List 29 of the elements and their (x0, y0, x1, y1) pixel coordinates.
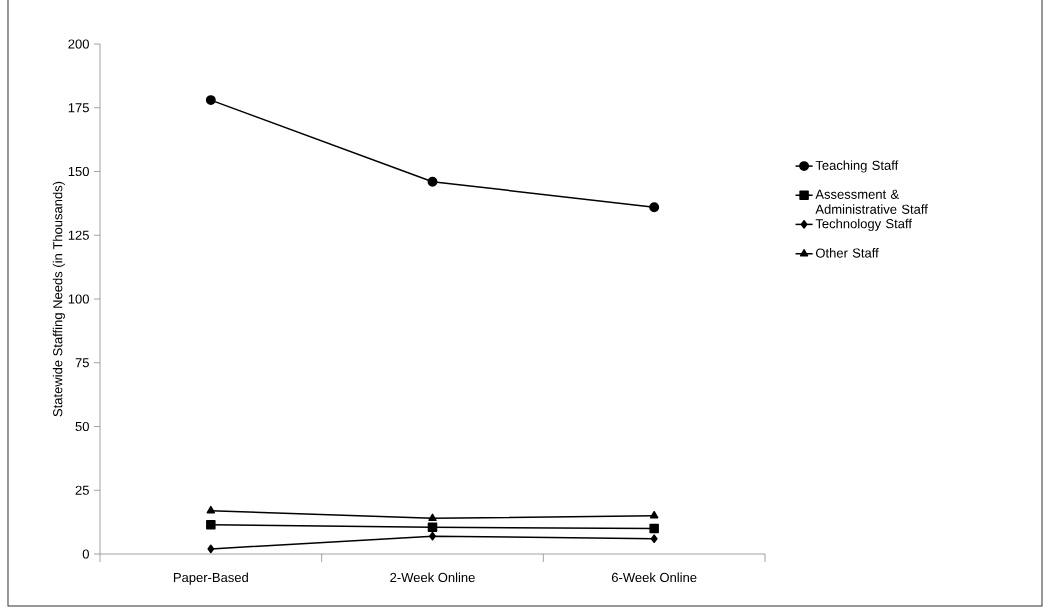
point (205, 95, 216, 106)
point (206, 505, 216, 514)
y-tick-label: 25 (75, 485, 89, 495)
point (649, 511, 659, 519)
y-tick-label: 50 (75, 421, 89, 432)
y-tick-label: 100 (68, 294, 89, 304)
point (429, 531, 436, 541)
y-tick-label: 175 (68, 103, 89, 113)
y-tick-label: 200 (68, 39, 89, 49)
y-tick-label: 75 (75, 358, 89, 368)
point (649, 202, 660, 213)
point (206, 519, 216, 530)
legend-label: Technology Staff (815, 218, 912, 231)
legend-label: Other Staff (815, 248, 879, 258)
point (649, 523, 659, 534)
x-tick-label: Paper-Based (173, 572, 248, 585)
y-tick-label: 125 (68, 230, 89, 240)
point (428, 513, 437, 522)
legend-label: Assessment & Administrative Staff (815, 189, 928, 214)
point (207, 544, 215, 554)
y-axis-title: Statewide Staffing Needs (in Thousands) (52, 181, 65, 417)
point (427, 522, 438, 532)
y-tick-label: 0 (82, 549, 89, 559)
x-tick-label: 2-Week Online (390, 572, 475, 583)
legend-label: Teaching Staff (815, 160, 899, 173)
x-tick-label: 6-Week Online (611, 572, 697, 583)
point (427, 176, 438, 187)
point (650, 534, 658, 544)
y-tick-label: 150 (68, 166, 89, 177)
